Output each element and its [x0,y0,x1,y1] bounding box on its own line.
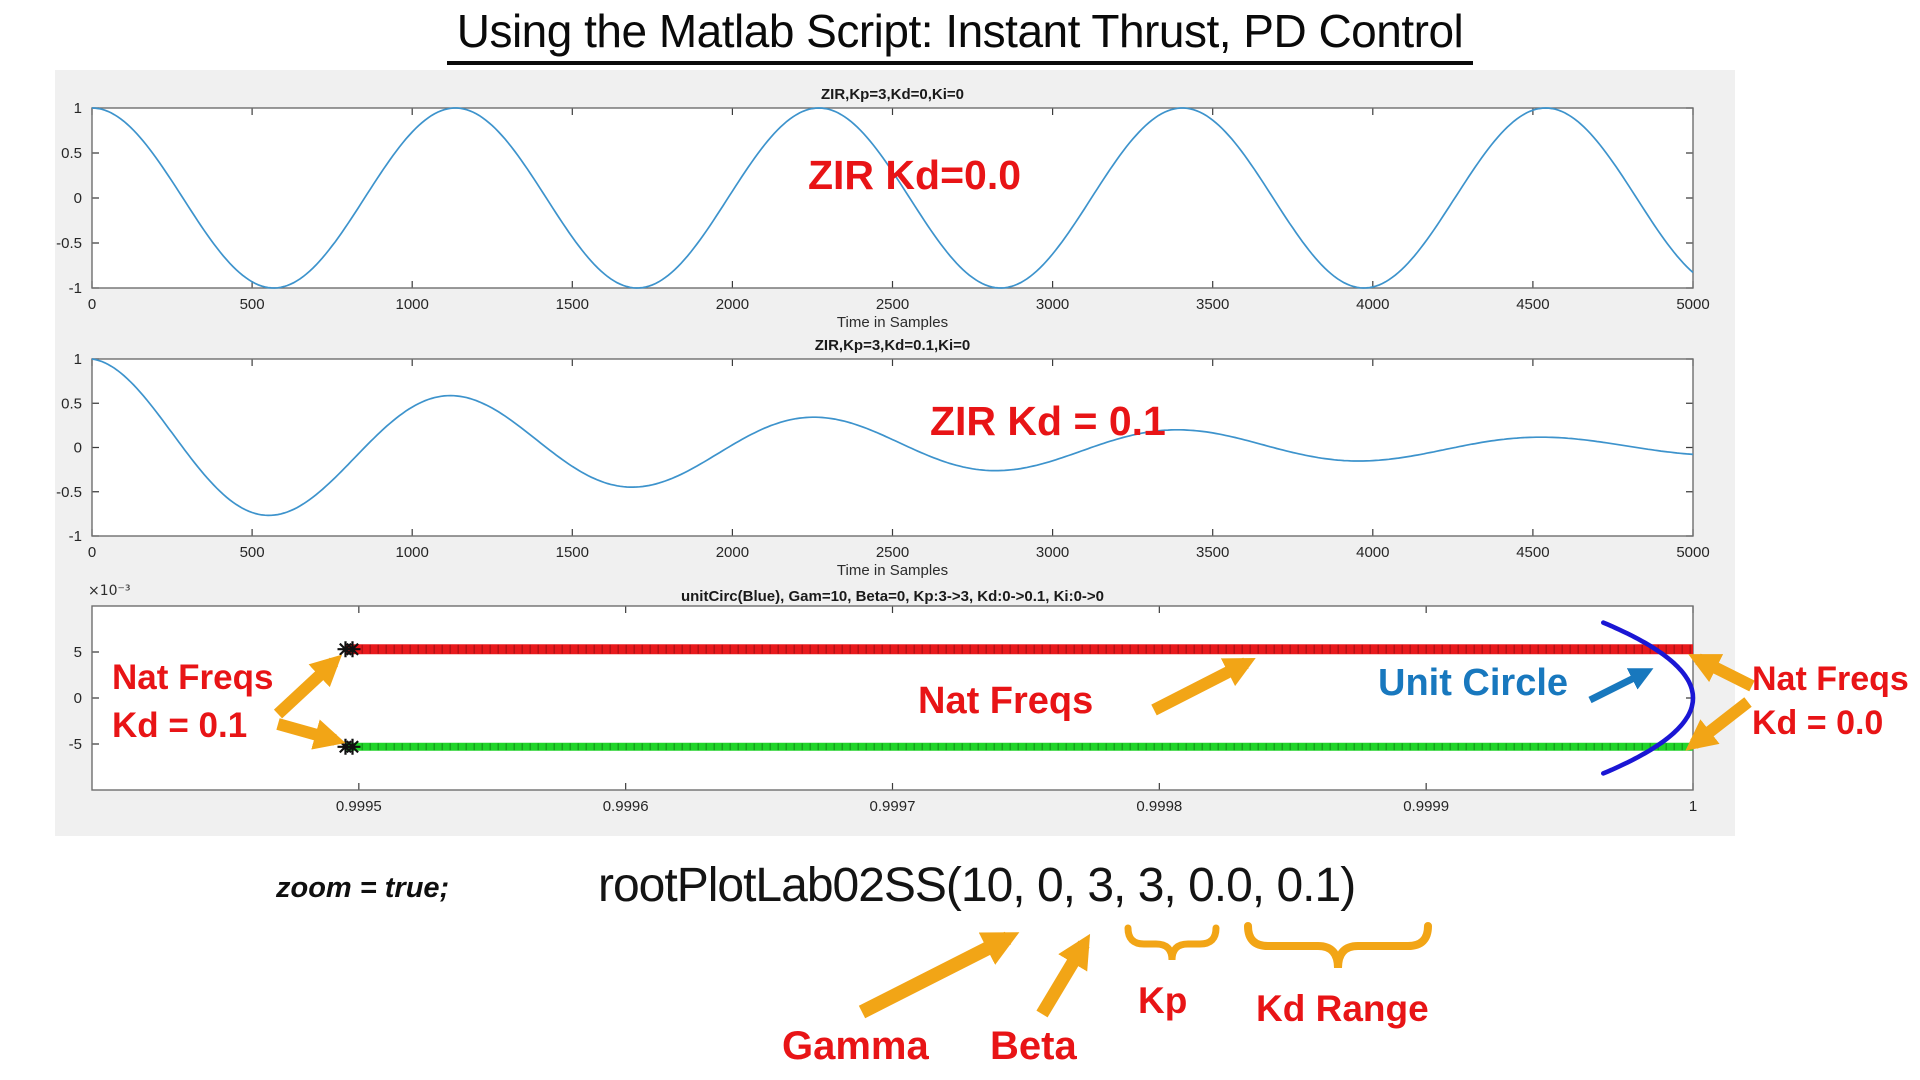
svg-text:-1: -1 [69,280,82,297]
gamma-label: Gamma [782,1024,929,1068]
kd-range-label: Kd Range [1256,988,1429,1029]
plot1-xlabel: Time in Samples [836,314,949,331]
natfreqs-kd01-arrow-lower [276,718,346,750]
svg-text:-0.5: -0.5 [56,235,82,252]
svg-text:0.9998: 0.9998 [1136,798,1182,815]
svg-text:0.9999: 0.9999 [1403,798,1449,815]
svg-text:5000: 5000 [1676,544,1709,561]
natfreqs-kd01-label-line1: Nat Freqs [112,658,274,697]
svg-text:500: 500 [240,296,265,313]
natfreqs-mid-arrow [1151,657,1256,716]
svg-text:2000: 2000 [716,544,749,561]
zoom-true-code: zoom = true; [276,872,450,904]
svg-text:2000: 2000 [716,296,749,313]
svg-text:4500: 4500 [1516,296,1549,313]
natfreqs-kd00-arrow-lower [1685,697,1752,751]
natfreqs-mid-label: Nat Freqs [918,680,1094,722]
natfreqs-kd01-arrow-upper [273,654,343,719]
svg-text:1500: 1500 [556,544,589,561]
slide-title-text: Using the Matlab Script: Instant Thrust,… [446,4,1474,65]
svg-text:-1: -1 [69,528,82,545]
svg-text:0.9995: 0.9995 [336,798,382,815]
svg-text:4000: 4000 [1356,544,1389,561]
svg-text:0: 0 [74,440,82,457]
svg-text:5000: 5000 [1676,296,1709,313]
svg-text:0: 0 [88,296,96,313]
kp-brace [1124,924,1220,961]
svg-text:0: 0 [74,690,82,707]
svg-text:-5: -5 [69,736,82,753]
svg-text:1: 1 [74,100,82,117]
svg-text:2500: 2500 [876,544,909,561]
svg-text:3500: 3500 [1196,544,1229,561]
svg-text:4000: 4000 [1356,296,1389,313]
svg-text:1500: 1500 [556,296,589,313]
rootplot-function-call: rootPlotLab02SS(10, 0, 3, 3, 0.0, 0.1) [598,859,1356,912]
svg-text:2500: 2500 [876,296,909,313]
plot1-title: ZIR,Kp=3,Kd=0,Ki=0 [821,86,964,103]
gamma-arrow [858,931,1020,1019]
svg-text:-0.5: -0.5 [56,484,82,501]
beta-arrow [1036,933,1091,1018]
svg-text:5: 5 [74,644,82,661]
slide-title: Using the Matlab Script: Instant Thrust,… [0,4,1920,65]
svg-text:1: 1 [1689,798,1697,815]
kp-label: Kp [1138,980,1188,1021]
zir-kd00-label: ZIR Kd=0.0 [808,152,1022,198]
svg-text:0: 0 [88,544,96,561]
kd-range-brace [1244,922,1432,969]
svg-text:0.9997: 0.9997 [870,798,916,815]
svg-text:0.5: 0.5 [61,145,82,162]
svg-text:3000: 3000 [1036,296,1069,313]
svg-text:500: 500 [240,544,265,561]
svg-text:1: 1 [74,351,82,368]
svg-text:0.9996: 0.9996 [603,798,649,815]
svg-text:1000: 1000 [396,544,429,561]
plot3-title: unitCirc(Blue), Gam=10, Beta=0, Kp:3->3,… [680,588,1105,605]
svg-text:4500: 4500 [1516,544,1549,561]
svg-text:0: 0 [74,190,82,207]
plot2-title: ZIR,Kp=3,Kd=0.1,Ki=0 [814,337,971,354]
natfreqs-kd00-arrow-upper [1688,653,1755,692]
plot2-xlabel: Time in Samples [836,562,949,579]
svg-text:3000: 3000 [1036,544,1069,561]
plot3-y-exponent-label: ×10⁻³ [88,583,131,599]
svg-text:1000: 1000 [396,296,429,313]
zir-kd01-label: ZIR Kd = 0.1 [930,398,1166,444]
svg-text:3500: 3500 [1196,296,1229,313]
unit-circle-arrow [1588,668,1654,704]
unit-circle-label: Unit Circle [1378,662,1569,704]
annotation-arrow-layer [273,653,1755,1019]
beta-label: Beta [990,1024,1077,1068]
natfreqs-kd01-label-line2: Kd = 0.1 [112,706,248,745]
natfreqs-kd00-label-line1: Nat Freqs [1752,660,1909,698]
svg-text:0.5: 0.5 [61,395,82,412]
chart-layer: 0 500 1000 1500 2000 2500 3000 3500 4000 4500 5000… [56,100,1710,815]
natfreqs-kd00-label-line2: Kd = 0.0 [1752,704,1884,742]
